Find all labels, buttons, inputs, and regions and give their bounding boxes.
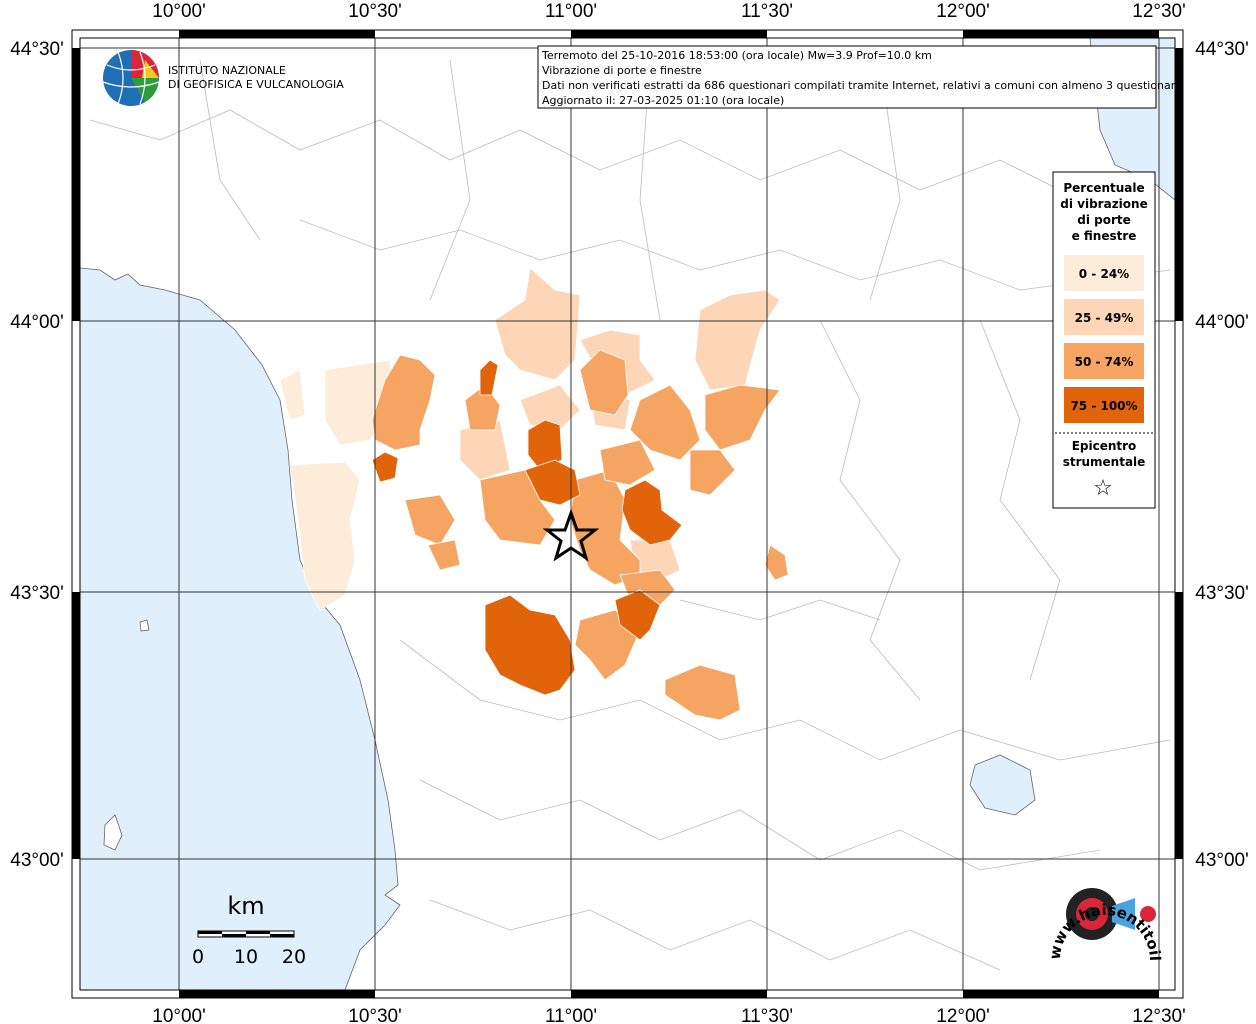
axis-labels: 10°00' 10°30' 11°00' 11°30' 12°00' 12°30' 10°0… [10, 1, 1249, 1024]
logo-text: ISTITUTO NAZIONALE [168, 64, 286, 77]
y-axis-label: 43°30' [10, 583, 64, 604]
info-line: Terremoto del 25-10-2016 18:53:00 (ora l… [541, 49, 932, 62]
legend-label: 50 - 74% [1075, 355, 1134, 369]
frame [71, 29, 1184, 999]
legend-label: 75 - 100% [1070, 399, 1137, 413]
legend-title: di porte [1077, 213, 1131, 227]
y-axis-label: 43°00' [10, 850, 64, 871]
ingv-logo: ISTITUTO NAZIONALE DI GEOFISICA E VULCAN… [102, 50, 344, 106]
legend-swatch [1064, 343, 1144, 379]
island [103, 814, 123, 851]
info-box: Terremoto del 25-10-2016 18:53:00 (ora l… [537, 45, 1182, 109]
legend-star: ☆ [1093, 476, 1113, 501]
x-axis-label: 12°30' [1132, 1006, 1186, 1024]
x-axis-label: 12°30' [1132, 1, 1186, 22]
x-axis-label: 11°00' [545, 1006, 597, 1024]
island [139, 619, 150, 632]
legend-swatch [1064, 255, 1144, 291]
y-axis-label: 43°30' [1195, 583, 1249, 604]
info-line: Vibrazione di porte e finestre [542, 64, 702, 77]
legend-label: 25 - 49% [1075, 311, 1134, 325]
municipal-borders [89, 59, 1171, 971]
x-axis-label: 10°30' [348, 1006, 402, 1024]
x-axis-label: 11°30' [741, 1, 793, 22]
y-axis-label: 44°30' [1195, 39, 1249, 60]
y-axis-label: 44°30' [10, 39, 64, 60]
legend-label: 0 - 24% [1079, 267, 1129, 281]
x-axis-label: 12°00' [936, 1006, 990, 1024]
y-axis-label: 44°00' [1195, 312, 1249, 333]
lake [969, 754, 1036, 816]
legend-epicenter: strumentale [1063, 455, 1146, 469]
x-axis-label: 10°30' [348, 1, 402, 22]
felt-areas [279, 267, 789, 721]
scale-bar: km 0 10 20 [192, 892, 306, 968]
info-line: Dati non verificati estratti da 686 ques… [542, 79, 1182, 92]
logo-text: DI GEOFISICA E VULCANOLOGIA [168, 78, 344, 91]
epicenter-star [542, 508, 600, 562]
legend-title: Percentuale [1063, 181, 1144, 195]
x-axis-label: 10°00' [152, 1006, 206, 1024]
x-axis-label: 10°00' [152, 1, 206, 22]
legend-epicenter: Epicentro [1072, 439, 1137, 453]
legend-title: e finestre [1072, 229, 1137, 243]
legend-swatch [1064, 299, 1144, 335]
legend-title: di vibrazione [1060, 197, 1147, 211]
y-axis-label: 43°00' [1195, 850, 1249, 871]
scale-label: 10 [234, 946, 258, 968]
legend: Percentuale di vibrazione di porte e fin… [1052, 171, 1156, 509]
y-axis-label: 44°00' [10, 312, 64, 333]
scale-label: 0 [192, 946, 204, 968]
scale-label: 20 [282, 946, 306, 968]
legend-swatch [1064, 387, 1144, 423]
scale-unit: km [227, 892, 264, 920]
x-axis-label: 11°00' [545, 1, 597, 22]
info-line: Aggiornato il: 27-03-2025 01:10 (ora loc… [542, 94, 784, 107]
x-axis-label: 12°00' [936, 1, 990, 22]
x-axis-label: 11°30' [741, 1006, 793, 1024]
